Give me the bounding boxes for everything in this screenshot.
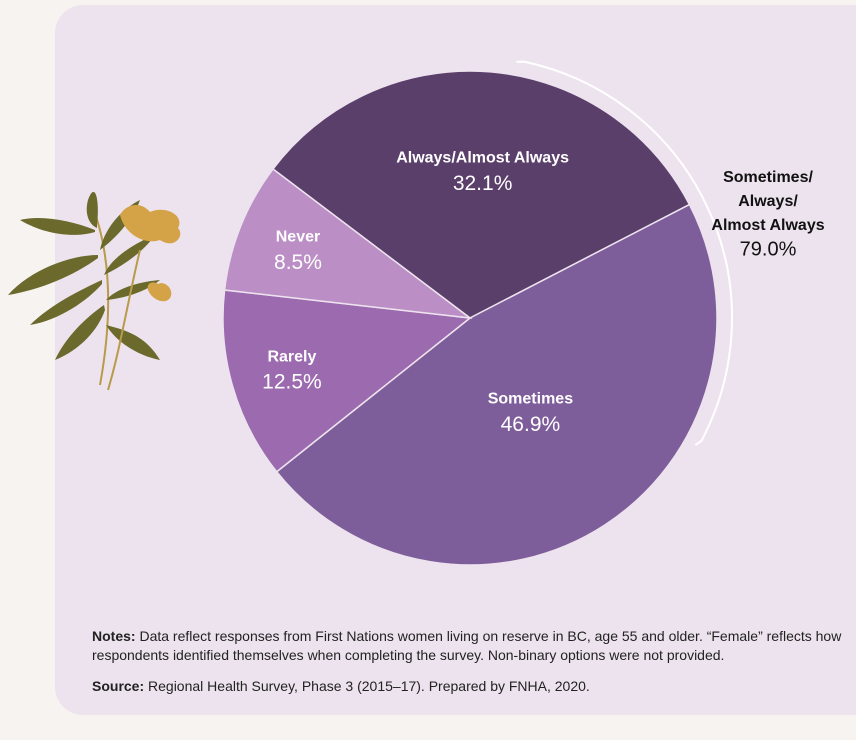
pie-slice <box>223 167 473 320</box>
annotation-line: Always/ <box>738 193 798 210</box>
slice-value: 12.5% <box>262 371 322 394</box>
pie-slice <box>222 289 472 473</box>
source: Source: Regional Health Survey, Phase 3 … <box>92 677 852 696</box>
slice-label: Rarely <box>267 348 316 365</box>
slice-value: 32.1% <box>453 172 513 195</box>
bracket <box>516 60 733 446</box>
slice-label: Always/Almost Always <box>396 150 569 167</box>
annotation-value: 79.0% <box>740 238 797 260</box>
notes-text: Data reflect responses from First Nation… <box>92 628 842 663</box>
source-text: Regional Health Survey, Phase 3 (2015–17… <box>148 678 590 694</box>
annotation-line: Sometimes/ <box>723 169 813 186</box>
notes-label: Notes: <box>92 628 136 644</box>
slice-value: 46.9% <box>501 413 561 436</box>
annotation-line: Almost Always <box>711 217 824 234</box>
slice-label: Sometimes <box>488 391 573 408</box>
pie-slice <box>275 203 718 566</box>
slice-label: Never <box>276 228 320 245</box>
plant <box>8 191 181 391</box>
slice-value: 8.5% <box>274 251 322 274</box>
source-label: Source: <box>92 678 145 694</box>
pie-slice <box>271 70 691 319</box>
notes: Notes: Data reflect responses from First… <box>92 627 852 665</box>
